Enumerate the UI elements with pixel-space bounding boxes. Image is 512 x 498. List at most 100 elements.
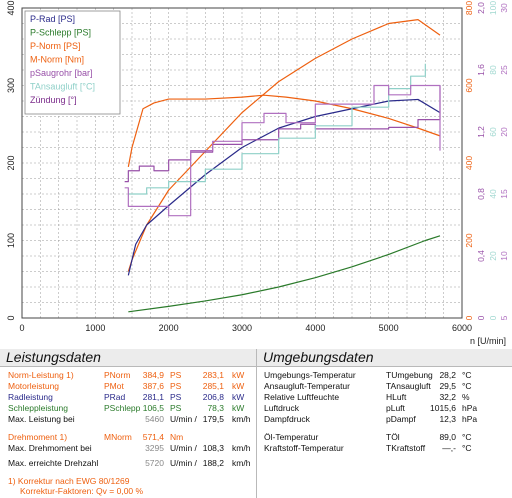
- right-axis-tick-label: 25: [499, 65, 509, 75]
- umgebungsdaten-row: Ansaugluft-Temperatur TAnsaugluft 29,5 °C: [0, 381, 512, 391]
- right-axis-tick-label: 5: [499, 315, 509, 320]
- right-axis-tick-label: 60: [488, 127, 498, 137]
- footnote-1: 1) Korrektur nach EWG 80/1269: [8, 476, 130, 486]
- r-lbl: Relative Luftfeuchte: [264, 392, 340, 402]
- c-v1: 281,1: [142, 392, 164, 402]
- umgebungsdaten-row: Umgebungs-Temperatur TUmgebung 28,2 °C: [0, 370, 512, 380]
- y-axis-ticks: 0 100 200 300 400: [6, 0, 16, 320]
- c-lbl: Schleppleistung: [8, 403, 69, 413]
- umgebungsdaten-row: Luftdruck pLuft 1015,6 hPa: [0, 403, 512, 413]
- c-u1: PS: [170, 403, 182, 413]
- c-lbl: Radleistung: [8, 392, 53, 402]
- leistungsdaten-row: Radleistung PRad 281,1 PS 206,8 kW: [0, 392, 512, 402]
- c-sym: PRad: [104, 392, 126, 402]
- r-sym: TÖl: [386, 432, 400, 442]
- x-tick-label: 5000: [379, 323, 399, 333]
- right-axis-tick-label: 0: [464, 315, 474, 320]
- right-axis-tick-label: 200: [464, 233, 474, 247]
- table-divider: [256, 349, 257, 498]
- r-sym: pDampf: [386, 414, 416, 424]
- series-p-norm-ps: [127, 19, 441, 272]
- c-v2: 78,3: [207, 403, 224, 413]
- c-sym: PSchlepp: [104, 403, 141, 413]
- r-lbl: Öl-Temperatur: [264, 432, 319, 442]
- right-axis-tick-label: 30: [499, 3, 509, 13]
- legend-item: P-Norm [PS]: [30, 41, 81, 51]
- r-val: 1015,6: [430, 403, 456, 413]
- c-lbl: Motorleistung: [8, 381, 60, 391]
- c-lbl: Drehmoment 1): [8, 432, 68, 442]
- right-axis-tick-label: 0: [476, 315, 486, 320]
- right-axis-tick-label: 800: [464, 1, 474, 15]
- leistungsdaten-row: Drehmoment 1) MNorm 571,4 Nm: [0, 432, 512, 442]
- c-u2: kW: [232, 403, 245, 413]
- right-axis-tick-label: 400: [464, 156, 474, 170]
- right-axes: 0 200 400 600 800 0 0,4 0,8 1,2 1,6 2,0 0 20 40 60 80 10…: [464, 1, 509, 321]
- right-axis-tick-label: 0: [488, 315, 498, 320]
- umgebungsdaten-row: Dampfdruck pDampf 12,3 hPa: [0, 414, 512, 424]
- leistungsdaten-row: Max. erreichte Drehzahl 5720 U/min / 188,2 k…: [0, 458, 512, 468]
- legend-item: TAnsaugluft [°C]: [30, 82, 95, 92]
- r-lbl: Umgebungs-Temperatur: [264, 370, 356, 380]
- series-p-rad-ps: [127, 98, 441, 276]
- leistungsdaten-row: Max. Drehmoment bei 3295 U/min / 108,3 km/h: [0, 443, 512, 453]
- series-m-norm-nm: [127, 94, 441, 167]
- legend-item: M-Norm [Nm]: [30, 55, 84, 65]
- c-u2: kW: [232, 381, 245, 391]
- r-sym: TUmgebung: [386, 370, 433, 380]
- r-unit: °C: [462, 443, 472, 453]
- c-lbl: Max. Drehmoment bei: [8, 443, 92, 453]
- y-tick-label: 100: [6, 233, 16, 248]
- c-v2: 206,8: [202, 392, 224, 402]
- data-tables: Leistungsdaten Umgebungsdaten Norm-Leist…: [0, 349, 512, 498]
- plot-frame: [21, 7, 463, 319]
- series-layer: [124, 19, 441, 313]
- umgebungsdaten-title: Umgebungsdaten: [257, 349, 512, 367]
- r-lbl: Luftdruck: [264, 403, 299, 413]
- x-tick-label: 1000: [85, 323, 105, 333]
- c-v1: 571,4: [142, 432, 164, 442]
- r-val: —,-: [442, 443, 456, 453]
- chart-legend: P-Rad [PS] P-Schlepp [PS] P-Norm [PS] M-Nor…: [24, 10, 121, 115]
- c-v1: 5460: [145, 414, 164, 424]
- r-unit: hPa: [462, 414, 478, 424]
- y-tick-label: 400: [6, 0, 16, 15]
- r-val: 12,3: [439, 414, 456, 424]
- c-u2: kW: [232, 370, 245, 380]
- right-axis-tick-label: 0,4: [476, 250, 486, 262]
- r-lbl: Dampfdruck: [264, 414, 310, 424]
- umgebungsdaten-row: Relative Luftfeuchte HLuft 32,2%: [0, 392, 512, 402]
- leistungsdaten-row: Schleppleistung PSchlepp 106,5 PS 78,3 kW: [0, 403, 512, 413]
- leistungsdaten-row: Motorleistung PMot 387,6 PS 285,1 kW: [0, 381, 512, 391]
- c-u1: U/min /: [170, 443, 197, 453]
- r-unit: °C: [462, 381, 472, 391]
- right-axis-tick-label: 2,0: [476, 2, 486, 14]
- leistungsdaten-title: Leistungsdaten: [0, 349, 256, 367]
- legend-item: Zündung [°]: [30, 95, 77, 105]
- c-v2: 283,1: [202, 370, 224, 380]
- c-u2: km/h: [232, 458, 251, 468]
- c-v2: 188,2: [202, 458, 224, 468]
- right-axis-tick-label: 10: [499, 251, 509, 261]
- r-sym: pLuft: [386, 403, 405, 413]
- c-lbl: Max. Leistung bei: [8, 414, 75, 424]
- r-val: 32,2: [439, 392, 456, 402]
- c-u2: km/h: [232, 443, 251, 453]
- r-val: 89,0: [439, 432, 456, 442]
- c-v1: 3295: [145, 443, 164, 453]
- legend-item: P-Rad [PS]: [30, 14, 75, 24]
- c-u1: PS: [170, 370, 182, 380]
- right-axis-tick-label: 1,6: [476, 64, 486, 76]
- right-axis-tick-label: 20: [488, 251, 498, 261]
- legend-item: P-Schlepp [PS]: [30, 28, 91, 38]
- right-axis-tick-label: 1,2: [476, 126, 486, 138]
- r-val: 29,5: [439, 381, 456, 391]
- right-axis-tick-label: 100: [488, 1, 498, 15]
- y-tick-label: 200: [6, 155, 16, 170]
- x-axis-ticks: 0 1000 2000 3000 4000 5000 6000: [19, 323, 472, 333]
- r-unit: °C: [462, 432, 472, 442]
- c-v1: 106,5: [142, 403, 164, 413]
- c-u1: Nm: [170, 432, 184, 442]
- x-axis-label: n [U/min]: [470, 336, 506, 346]
- r-lbl: Ansaugluft-Temperatur: [264, 381, 350, 391]
